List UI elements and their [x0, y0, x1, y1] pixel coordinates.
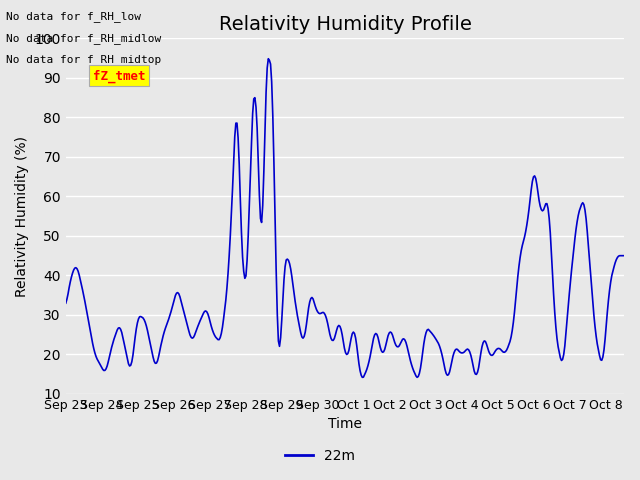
- Text: No data for f_RH_midlow: No data for f_RH_midlow: [6, 33, 162, 44]
- Title: Relativity Humidity Profile: Relativity Humidity Profile: [218, 15, 472, 34]
- Text: No data for f_RH_low: No data for f_RH_low: [6, 11, 141, 22]
- Legend: 22m: 22m: [280, 443, 360, 468]
- Text: No data for f_RH_midtop: No data for f_RH_midtop: [6, 54, 162, 65]
- Y-axis label: Relativity Humidity (%): Relativity Humidity (%): [15, 136, 29, 297]
- X-axis label: Time: Time: [328, 418, 362, 432]
- Text: fZ_tmet: fZ_tmet: [93, 69, 145, 83]
